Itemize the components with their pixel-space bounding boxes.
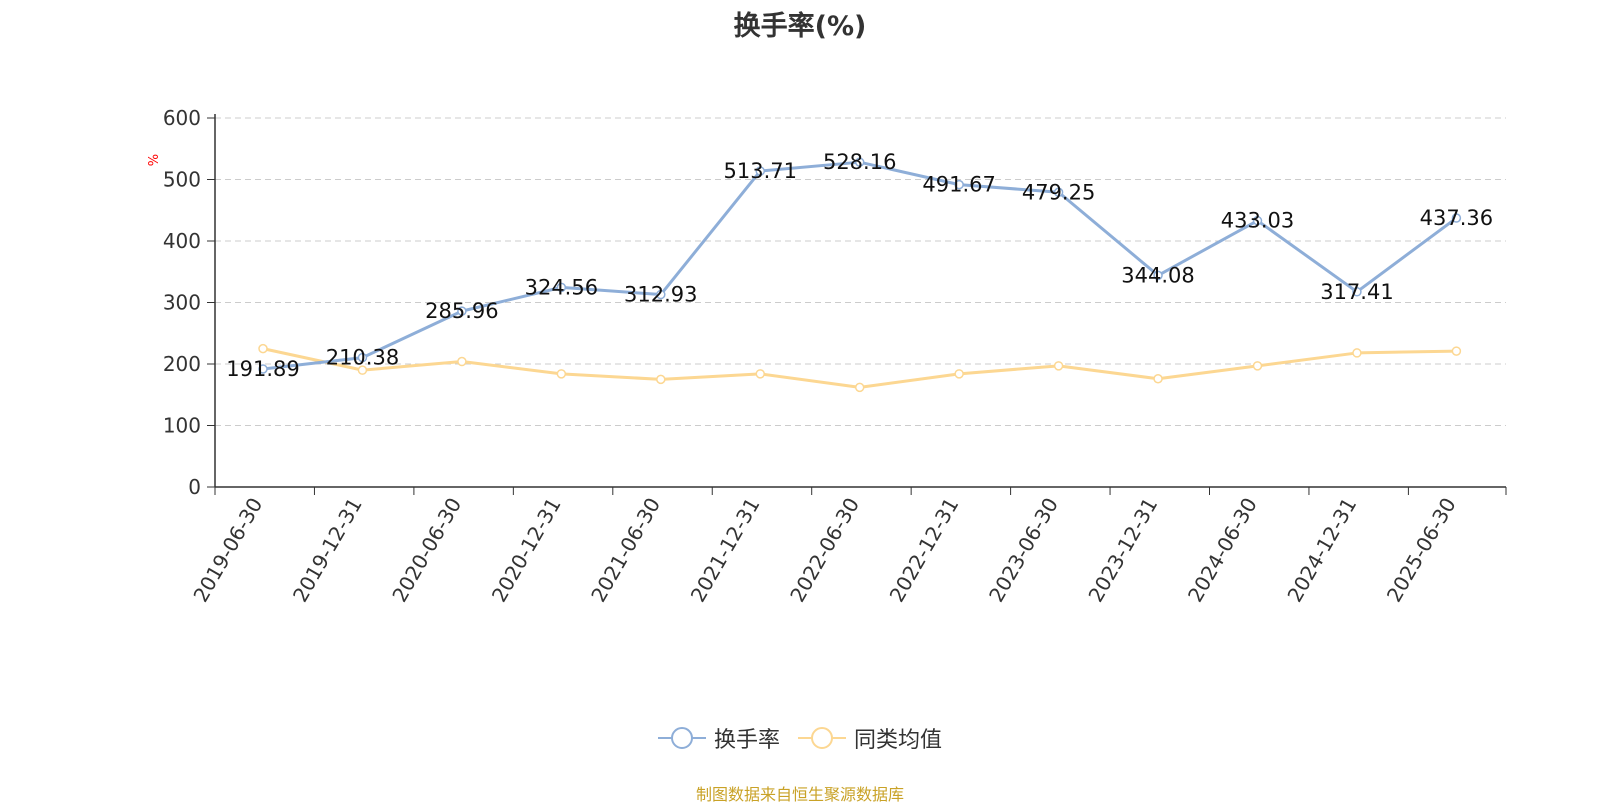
x-tick-label: 2022-12-31 [885,494,964,607]
x-tick-label: 2019-06-30 [188,494,267,607]
point-turnover [1053,187,1064,198]
y-tick-label: 300 [163,291,201,315]
legend-label-turnover: 换手率 [713,728,780,753]
legend-item-peer-average[interactable]: 同类均值 [798,722,942,754]
point-peer-average [357,365,368,375]
point-turnover [1153,270,1163,281]
data-label: 491.67 [922,173,995,197]
point-peer-average [854,382,865,393]
point-turnover [457,306,467,316]
point-turnover [556,282,567,293]
point-peer-average [1153,374,1163,384]
data-label: 285.96 [425,299,498,323]
x-tick-label: 2022-06-30 [785,494,864,607]
point-peer-average [1252,361,1263,371]
x-tick-label: 2019-12-31 [288,494,367,607]
point-peer-average [556,369,567,379]
point-peer-average [1053,361,1064,371]
data-label: 513.71 [724,159,797,183]
point-peer-average [755,369,765,379]
y-tick-label: 100 [163,414,201,438]
point-turnover [357,352,368,363]
point-peer-average [954,369,964,379]
point-turnover [1451,213,1462,223]
data-label: 210.38 [326,346,399,370]
y-tick-label: 200 [163,352,201,376]
legend: 换手率 同类均值 [0,722,1600,754]
x-tick-label: 2023-06-30 [984,494,1063,607]
data-label: 528.16 [823,150,896,174]
point-peer-average [656,374,666,385]
point-peer-average [457,356,467,367]
point-turnover [854,157,865,167]
data-label: 437.36 [1420,206,1493,230]
point-turnover [1252,215,1263,226]
legend-marker-peer-average [798,727,846,749]
chart-title: 换手率(%) [733,11,867,42]
data-label: 312.93 [624,283,697,307]
x-tick-label: 2021-12-31 [686,494,765,607]
data-label: 344.08 [1121,263,1194,287]
source-note: 制图数据来自恒生聚源数据库 [695,785,904,804]
y-tick-label: 0 [188,475,201,499]
point-turnover [954,179,964,190]
point-peer-average [1451,346,1462,356]
series-lines [258,157,1462,393]
y-tick-label: 500 [163,168,201,192]
x-tick-label: 2021-06-30 [586,494,665,607]
data-label: 191.89 [226,357,299,381]
series-line-turnover [262,160,1458,371]
point-turnover [1352,287,1362,297]
y-tick-label: 600 [163,106,201,130]
data-label: 317.41 [1320,280,1393,304]
data-label: 433.03 [1221,209,1294,233]
x-tick-label: 2020-06-30 [387,494,466,607]
data-labels: 191.89 210.38 285.96 324.56 312.93 513.71 528.… [226,150,1493,381]
y-axis-label: % [147,154,162,166]
y-tick-label: 400 [163,229,201,253]
x-tick-label: 2024-06-30 [1183,494,1262,607]
point-turnover [755,166,765,176]
point-peer-average [1352,348,1362,358]
data-label: 479.25 [1022,180,1095,204]
point-peer-average [258,343,268,354]
x-tick-label: 2024-12-31 [1282,494,1361,607]
x-tick-label: 2020-12-31 [487,494,566,607]
legend-item-turnover[interactable]: 换手率 [657,722,780,754]
x-tick-label: 2023-12-31 [1083,494,1162,607]
point-turnover [258,364,268,374]
x-tick-label: 2025-06-30 [1382,494,1461,607]
point-turnover [656,289,666,300]
data-label: 324.56 [525,275,598,299]
legend-marker-turnover [657,727,706,749]
series-line-peer-average [262,347,1457,389]
legend-label-peer-average: 同类均值 [854,728,943,753]
